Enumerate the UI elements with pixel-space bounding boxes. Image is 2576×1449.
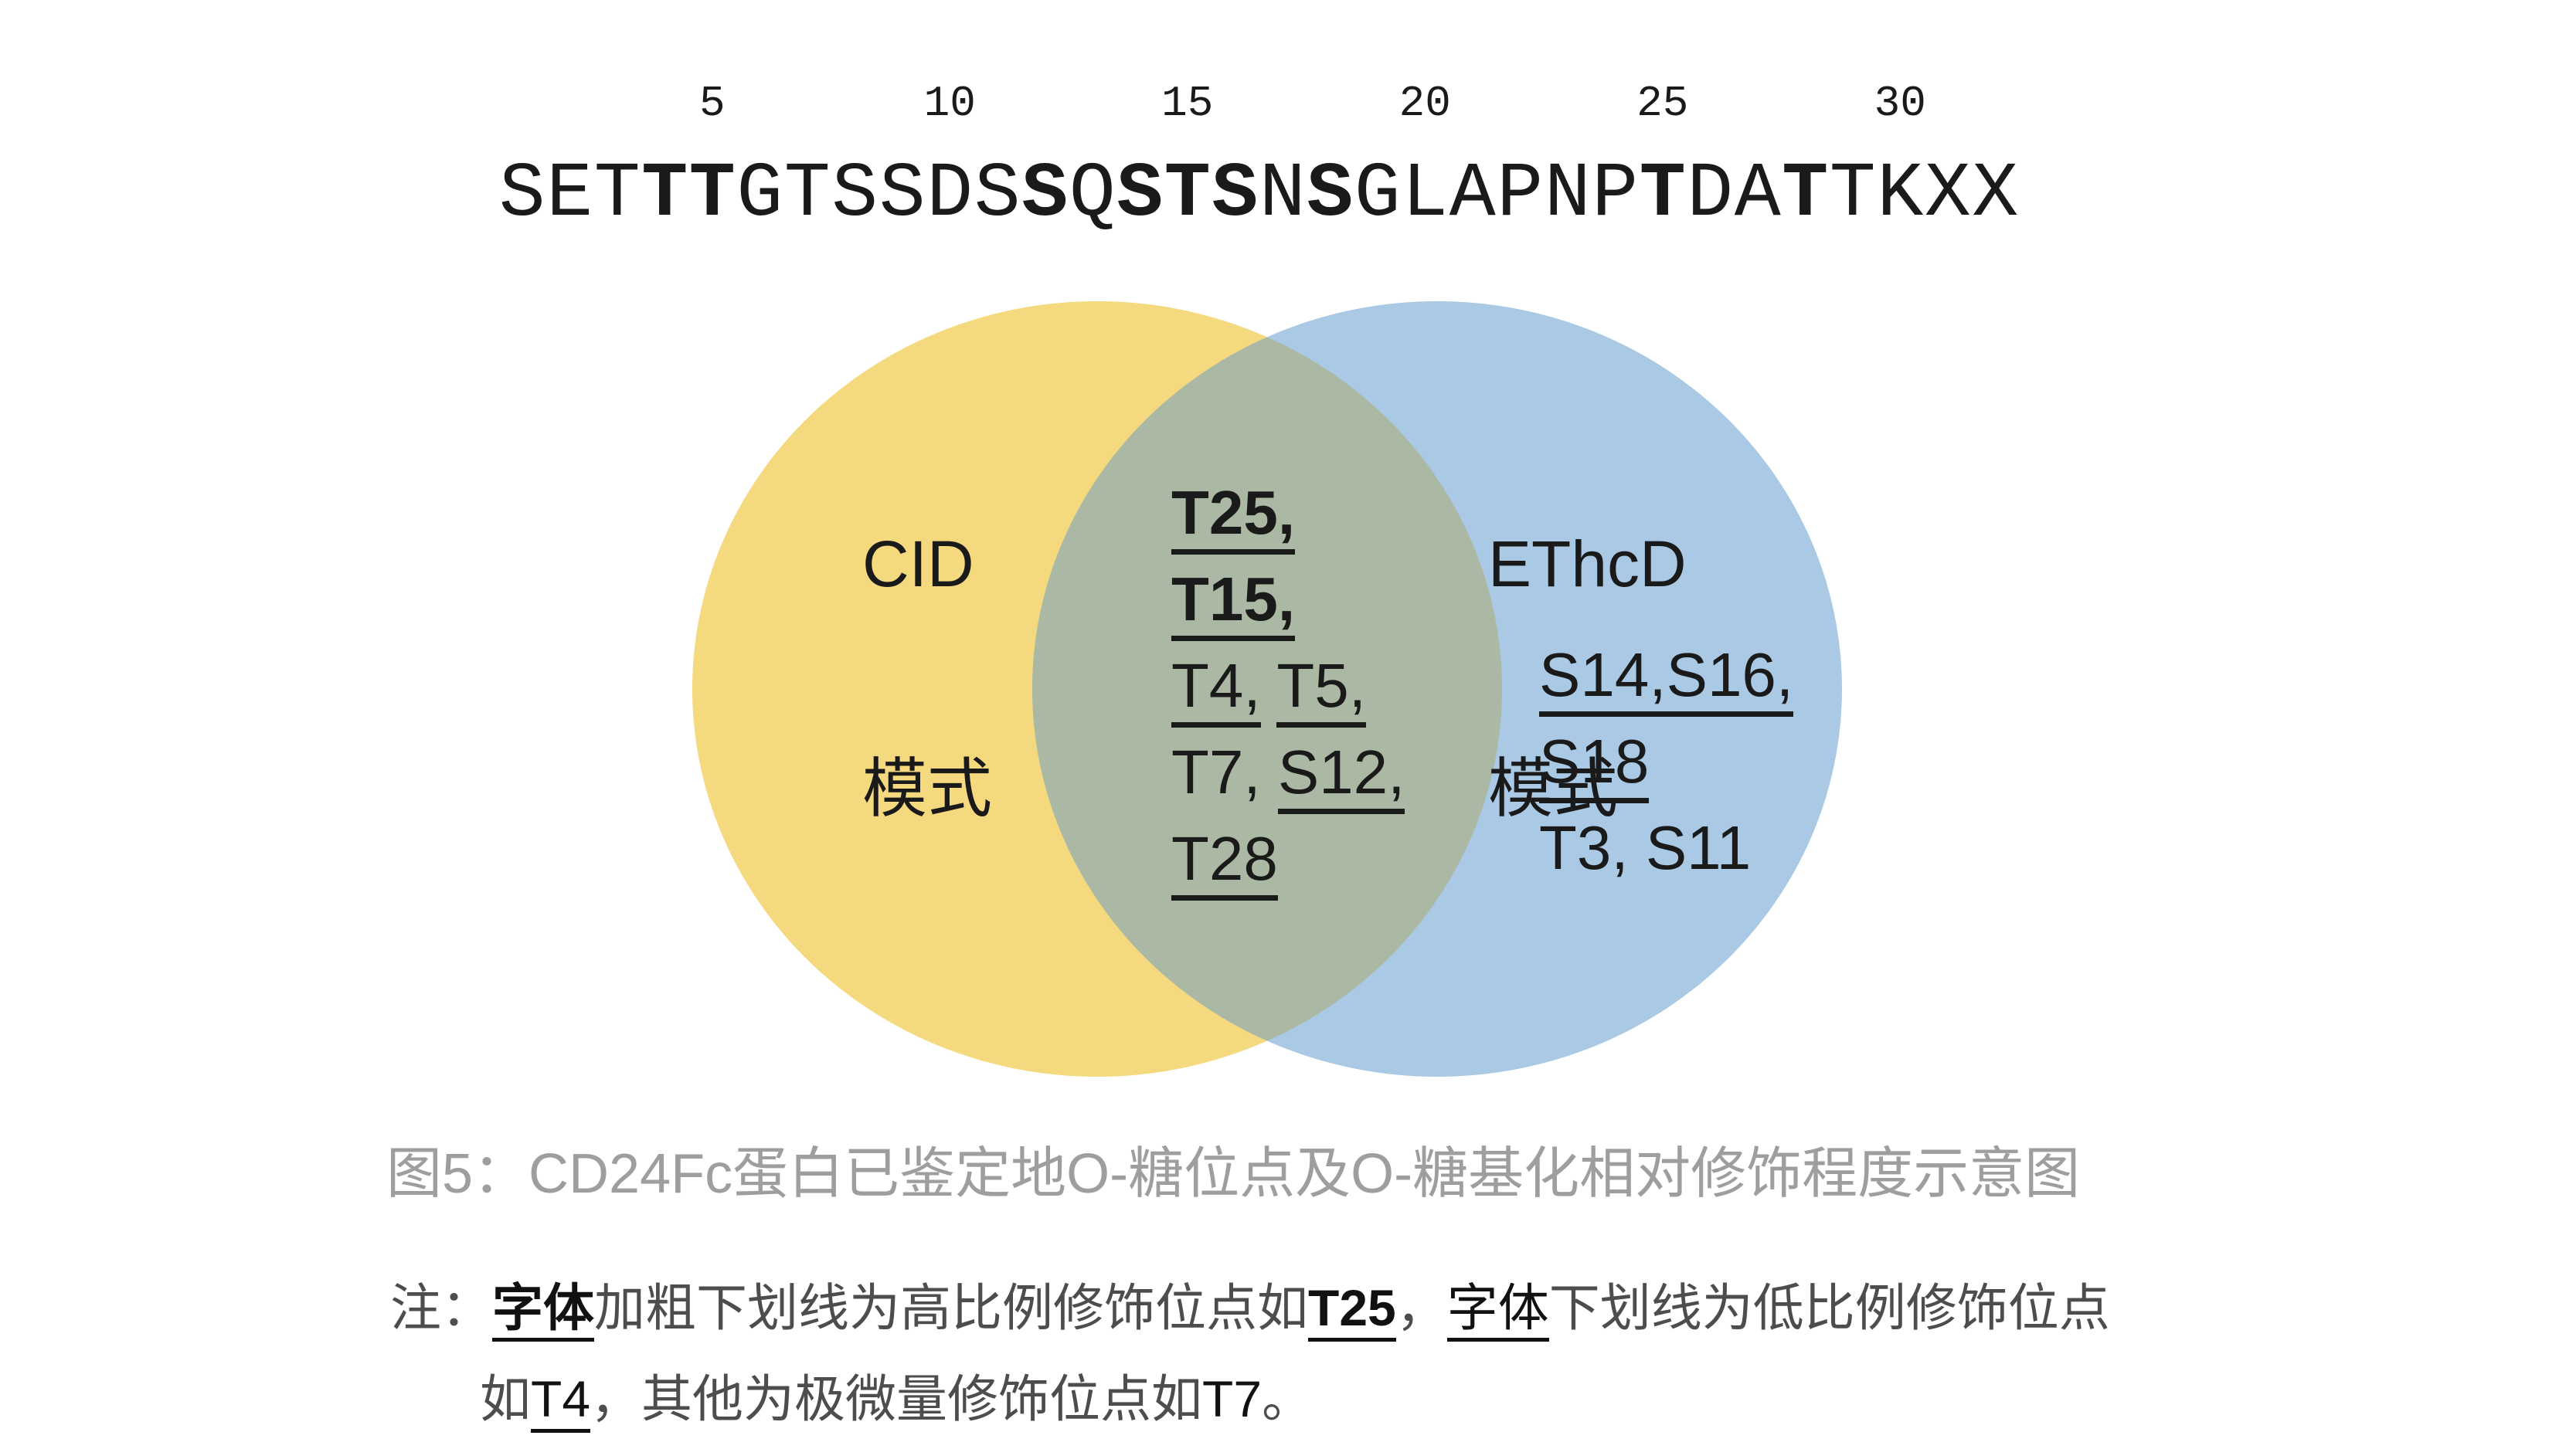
site-token: T25, [1171,478,1296,555]
site-token-line: T25, [1171,470,1405,556]
residue: S [1307,151,1354,239]
site-token: S14, [1539,640,1667,717]
sequence-position-ruler: 5 10 15 20 25 30 [498,80,2019,127]
site-token-line: S14,S16, [1539,632,1794,718]
note-token-line: 如T4，其他为极微量修饰位点如T7。 [480,1353,2110,1444]
note-token: T4 [531,1370,591,1433]
site-token-line: S18 [1539,718,1793,805]
site-token: S16, [1666,640,1794,717]
site-token: T3, S11 [1539,813,1752,882]
cid-label-line2: 模式 [862,752,993,825]
residue: X [1924,151,1971,239]
note-token: 加粗下划线为高比例修饰位点如 [594,1279,1308,1336]
ethcd-label: EThcD 模式 [1488,377,1687,901]
position-label: 30 [1874,79,1926,128]
site-token-line: T28 [1171,816,1405,902]
residue: T [783,151,831,239]
position-label: 15 [1161,79,1214,128]
cid-label: CID 模式 [862,377,992,901]
residue: S [1116,151,1164,239]
figure-note: 注：字体加粗下划线为高比例修饰位点如T25，字体下划线为低比例修饰位点 如T4，其… [390,1262,2110,1444]
residue: T [593,151,641,239]
residue: S [1021,151,1069,239]
residue: P [1497,151,1544,239]
note-token: 。 [1262,1370,1313,1427]
figure-caption: 图5：CD24Fc蛋白已鉴定地O-糖位点及O-糖基化相对修饰程度示意图 [386,1143,2081,1205]
site-token: S18 [1539,727,1650,803]
position-label: 5 [698,79,726,128]
residue: D [1687,151,1734,239]
note-token: 字体 [492,1279,594,1342]
residue: G [736,151,783,239]
residue: T [1164,151,1211,239]
site-token: T4, [1171,651,1261,728]
ethcd-label-line1: EThcD [1488,528,1687,600]
residue: S [878,151,926,239]
site-token: T7, [1171,738,1278,806]
site-token-line: T3, S11 [1539,805,1793,891]
site-token: T5, [1276,651,1366,728]
residue: T [1829,151,1876,239]
residue: T [1782,151,1829,239]
note-token: 下划线为低比例修饰位点 [1548,1279,2110,1336]
note-token: T25 [1308,1279,1396,1342]
residue: N [1259,151,1306,239]
overlap-sites-list: T25, T15, T4, T5, T7, S12, T28 [1171,470,1405,902]
residue: S [831,151,878,239]
residue: A [1734,151,1781,239]
residue: E [546,151,593,239]
site-token: T15, [1171,565,1296,641]
ethcd-only-sites-list: S14,S16, S18 T3, S11 [1539,632,1794,891]
venn-overlap-region [1032,301,1502,1077]
note-token: ，其他为极微量修饰位点如 [590,1370,1203,1427]
residue: X [1972,151,2019,239]
site-token-line: T7, S12, [1171,729,1405,816]
note-token: T7 [1202,1370,1263,1427]
ethcd-label-line2: 模式 [1488,752,1619,825]
residue: Q [1069,151,1116,239]
position-label: 20 [1398,79,1451,128]
residue: D [926,151,974,239]
residue: N [1544,151,1591,239]
residue: P [1592,151,1639,239]
site-token-line: T15, [1171,556,1405,643]
site-token [1261,651,1277,720]
note-token: 如 [480,1370,531,1427]
note-token: ， [1395,1279,1447,1336]
residue: G [1354,151,1401,239]
site-token-line: T4, T5, [1171,643,1405,729]
residue: L [1402,151,1449,239]
position-label: 25 [1636,79,1689,128]
site-token: T28 [1171,824,1278,901]
residue: T [1639,151,1686,239]
site-token: S12, [1277,738,1405,814]
note-token: 注： [390,1279,492,1336]
residue: A [1449,151,1496,239]
residue: T [688,151,736,239]
residue: T [641,151,688,239]
residue: S [974,151,1021,239]
residue: S [1212,151,1259,239]
cid-label-line1: CID [862,528,974,600]
residue: S [498,151,545,239]
position-label: 10 [923,79,976,128]
residue: K [1877,151,1924,239]
note-token-line: 注：字体加粗下划线为高比例修饰位点如T25，字体下划线为低比例修饰位点 [390,1262,2110,1353]
note-token: 字体 [1446,1279,1549,1342]
